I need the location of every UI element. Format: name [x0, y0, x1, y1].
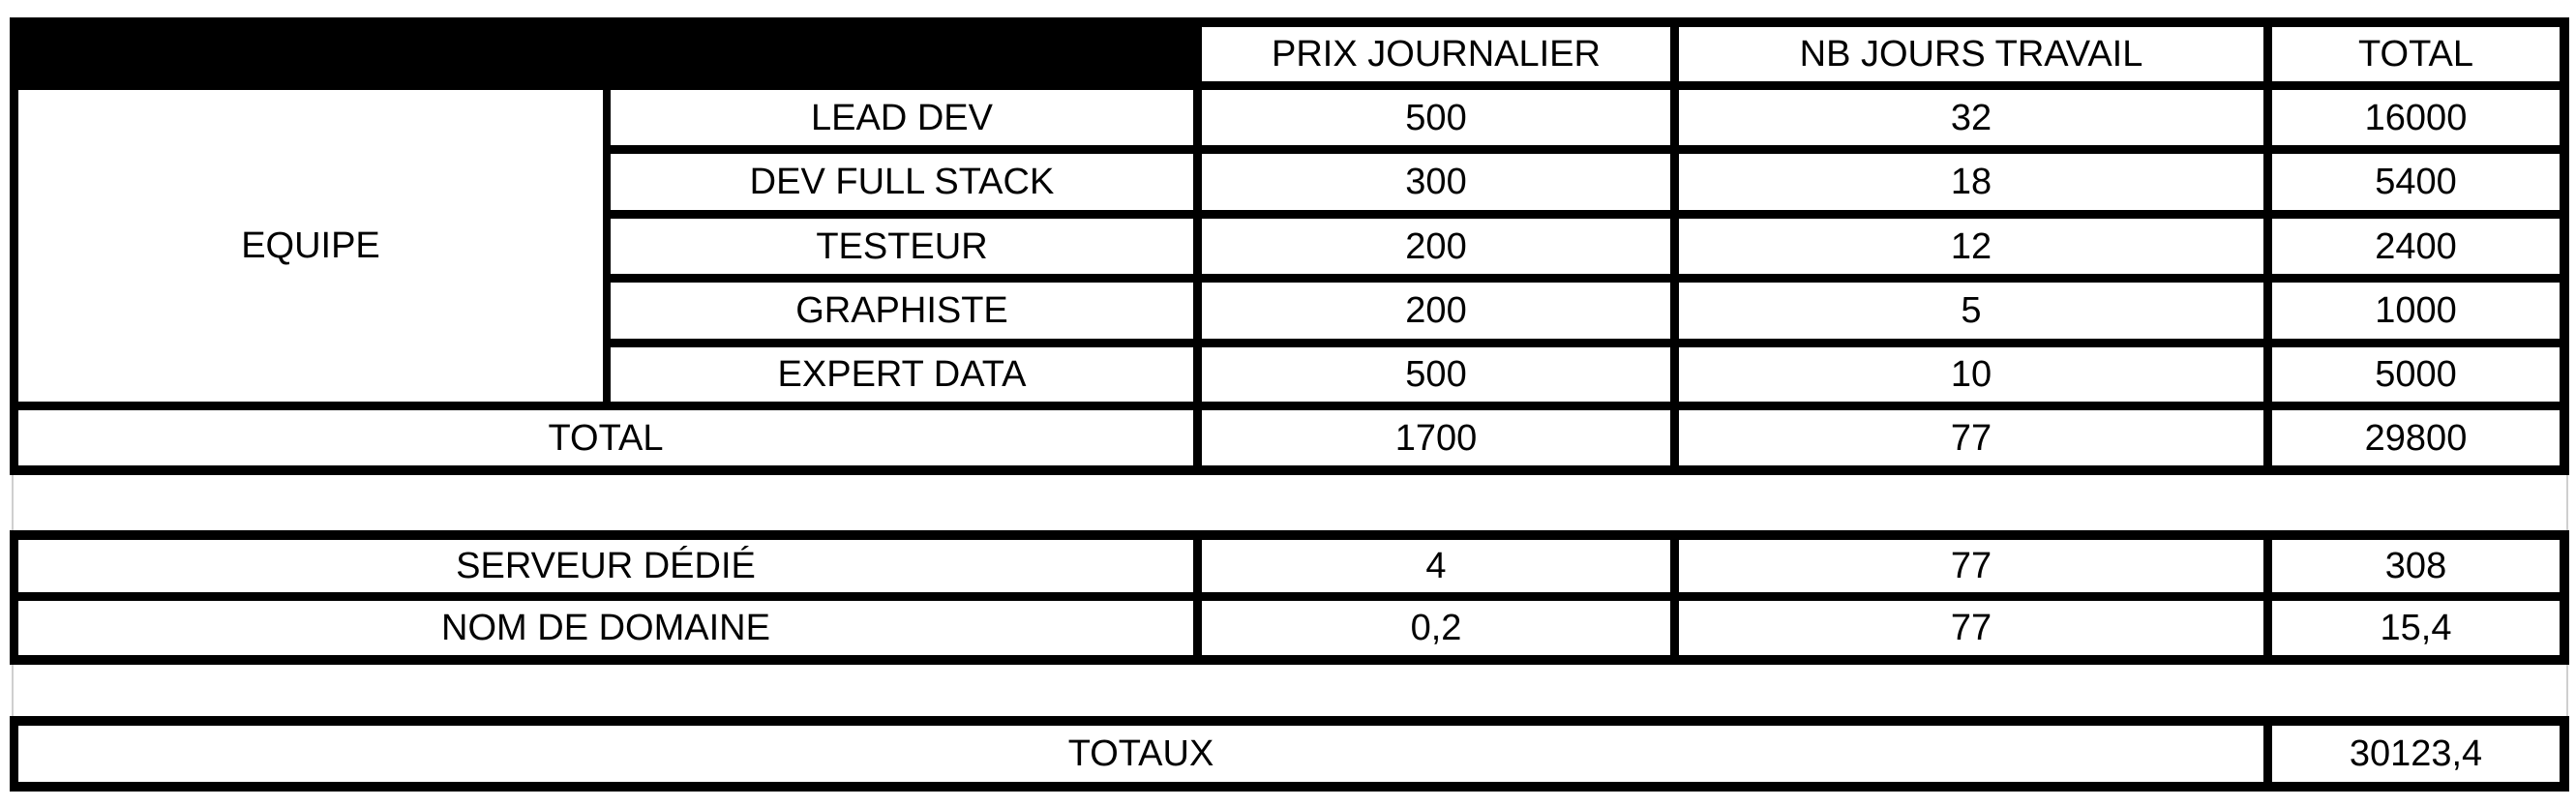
infra-row-jours: 77 — [1950, 546, 1992, 586]
team-group-label: EQUIPE — [241, 225, 380, 266]
team-row-prix: 200 — [1405, 290, 1467, 331]
team-row-role: LEAD DEV — [811, 97, 993, 138]
team-row-role: GRAPHISTE — [795, 290, 1008, 331]
totaux-label: TOTAUX — [1067, 733, 1214, 774]
team-row-total: 5000 — [2375, 354, 2457, 395]
team-row-jours: 12 — [1950, 225, 1992, 267]
team-row-total: 2400 — [2375, 225, 2457, 267]
team-row-total: 16000 — [2364, 97, 2468, 138]
team-row-jours: 5 — [1961, 290, 1982, 331]
team-row-prix: 300 — [1405, 162, 1467, 202]
team-row-total: 5400 — [2375, 162, 2457, 202]
team-row-role: TESTEUR — [816, 225, 988, 267]
infra-row-prix: 4 — [1425, 546, 1447, 586]
team-total-jours: 77 — [1950, 417, 1992, 459]
team-row-jours: 10 — [1950, 354, 1992, 395]
team-row-prix: 500 — [1405, 97, 1467, 138]
team-row-jours: 18 — [1950, 162, 1992, 202]
team-row-prix: 200 — [1405, 225, 1467, 267]
infra-row-prix: 0,2 — [1410, 608, 1462, 648]
team-total-value: 29800 — [2364, 417, 2468, 459]
header-blank-cell — [10, 17, 1202, 85]
team-row-role: DEV FULL STACK — [749, 162, 1055, 202]
header-nb-jours-travail: NB JOURS TRAVAIL — [1799, 34, 2143, 75]
team-total-label: TOTAL — [548, 417, 664, 459]
header-total: TOTAL — [2358, 34, 2473, 75]
infra-row-label: NOM DE DOMAINE — [441, 608, 770, 648]
team-total-prix: 1700 — [1394, 417, 1478, 459]
infra-row-total: 15,4 — [2380, 608, 2452, 648]
totaux-value: 30123,4 — [2349, 733, 2483, 774]
infra-row-total: 308 — [2384, 546, 2447, 586]
team-row-prix: 500 — [1405, 354, 1467, 395]
infra-row-label: SERVEUR DÉDIÉ — [456, 546, 756, 586]
team-row-role: EXPERT DATA — [777, 354, 1027, 395]
infra-row-jours: 77 — [1950, 608, 1992, 648]
team-row-jours: 32 — [1950, 97, 1992, 138]
header-prix-journalier: PRIX JOURNALIER — [1272, 34, 1601, 75]
team-row-total: 1000 — [2375, 290, 2457, 331]
